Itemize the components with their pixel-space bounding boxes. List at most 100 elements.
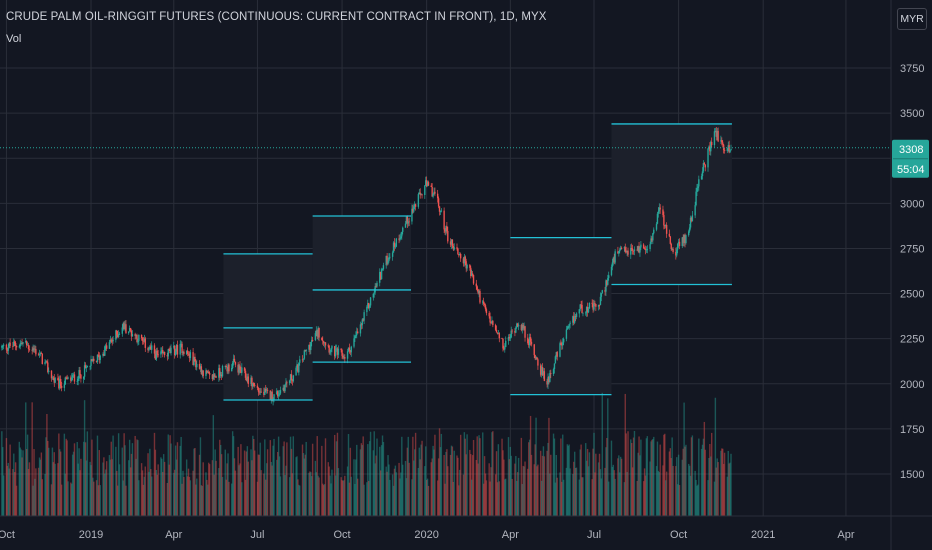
volume-bar	[8, 468, 10, 516]
candle-body	[650, 238, 652, 245]
candle-body	[562, 342, 564, 346]
volume-bar	[2, 475, 5, 516]
candle-body	[115, 330, 117, 340]
volume-bar	[505, 478, 507, 516]
volume-bar	[128, 439, 131, 516]
volume-bar	[263, 473, 265, 516]
volume-bar	[173, 472, 175, 516]
candle-body	[301, 359, 304, 361]
candle-body	[535, 357, 537, 359]
candle-body	[15, 345, 18, 348]
candle-body	[716, 130, 718, 137]
candle-body	[187, 353, 190, 355]
candle-body	[671, 248, 673, 250]
volume-bar	[591, 479, 593, 516]
candle-body	[328, 345, 330, 353]
candle-body	[502, 338, 504, 349]
candle-body	[263, 391, 265, 395]
candle-body	[44, 362, 46, 364]
volume-bar	[99, 485, 101, 516]
volume-bar	[374, 463, 376, 516]
volume-bar	[265, 463, 268, 516]
volume-bar	[644, 475, 647, 516]
volume-bar	[407, 436, 409, 516]
time-axis[interactable]: Oct 2019 Apr Jul Oct 2020 Apr Jul Oct 2021 Apr	[0, 515, 932, 541]
volume-bar	[560, 438, 562, 516]
volume-bar	[484, 473, 487, 516]
candle-body	[555, 352, 558, 357]
candle-body	[407, 221, 409, 224]
volume-bar	[238, 465, 240, 516]
volume-bar	[601, 392, 603, 516]
volume-bar	[498, 481, 500, 516]
x-tick-label: Apr	[165, 529, 182, 541]
volume-bar	[597, 462, 600, 516]
volume-bar	[189, 480, 192, 516]
candle-body	[598, 304, 601, 306]
candle-body	[612, 257, 615, 263]
volume-bar	[676, 484, 679, 516]
price-axis[interactable]: 1500175020002250250027503000325035003750	[890, 0, 924, 550]
candle-body	[559, 343, 561, 357]
volume-bar	[439, 447, 442, 516]
volume-bar	[608, 481, 610, 516]
candle-body	[600, 293, 603, 297]
candle-body	[116, 334, 119, 337]
volume-bar	[343, 480, 345, 516]
volume-bar	[200, 485, 203, 516]
candle-body	[160, 351, 162, 355]
volume-bar	[89, 461, 91, 516]
volume-bar	[639, 455, 641, 516]
candle-body	[452, 246, 455, 250]
volume-bar	[131, 443, 134, 516]
volume-bar	[117, 433, 120, 516]
candle-body	[153, 345, 156, 354]
volume-bar	[149, 448, 151, 516]
y-tick-label: 3500	[900, 108, 924, 120]
candle-body	[505, 340, 507, 348]
candle-body	[510, 330, 512, 338]
candle-body	[219, 368, 221, 377]
candle-body	[71, 377, 73, 381]
volume-bar	[54, 463, 56, 516]
candle-body	[580, 304, 582, 306]
candle-body	[26, 344, 29, 346]
candle-body	[717, 130, 719, 142]
currency-button[interactable]: MYR	[897, 8, 927, 30]
volume-bar	[59, 449, 61, 516]
volume-bar	[688, 463, 690, 516]
candle-body	[592, 303, 594, 310]
candle-body	[22, 342, 24, 344]
candle-body	[273, 394, 275, 400]
candle-body	[382, 265, 385, 270]
volume-bar	[546, 450, 548, 516]
volume-bar	[565, 467, 568, 516]
candle-body	[690, 217, 693, 222]
candle-body	[501, 338, 503, 340]
volume-bar	[148, 471, 150, 516]
volume-bar	[542, 446, 545, 516]
volume-bar	[73, 443, 76, 516]
candle-body	[335, 348, 338, 350]
candle-body	[163, 351, 166, 356]
volume-bar	[355, 459, 357, 516]
volume-bar	[553, 438, 556, 516]
volume-bar	[488, 463, 490, 516]
candle-body	[213, 374, 215, 377]
zone-rect	[611, 123, 732, 285]
volume-bar	[314, 460, 317, 516]
volume-bar	[186, 476, 189, 516]
volume-bar	[452, 481, 455, 516]
volume-bar	[160, 457, 162, 516]
volume-bar	[276, 451, 279, 516]
volume-bar	[344, 475, 346, 516]
volume-bar	[28, 462, 31, 516]
candle-body	[359, 324, 362, 334]
volume-bar	[298, 484, 300, 516]
candle-body	[413, 206, 415, 212]
candle-body	[327, 345, 329, 347]
volume-bar	[382, 442, 385, 516]
candle-body	[341, 350, 343, 356]
volume-bar	[426, 478, 429, 516]
